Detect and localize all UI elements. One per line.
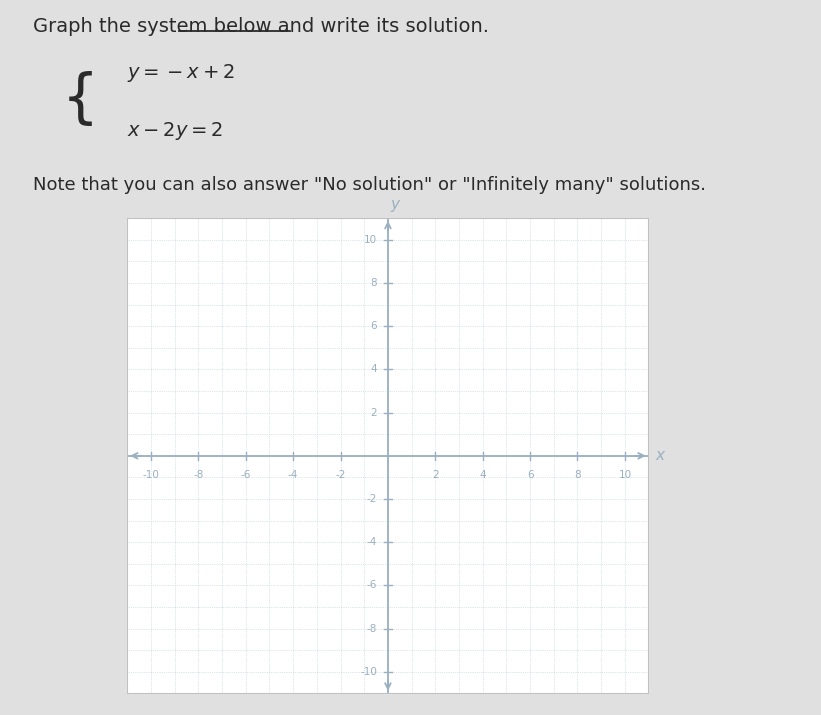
Text: 6: 6 xyxy=(527,470,534,480)
Text: 4: 4 xyxy=(479,470,486,480)
Text: {: { xyxy=(62,71,99,128)
Text: Note that you can also answer "No solution" or "Infinitely many" solutions.: Note that you can also answer "No soluti… xyxy=(33,176,706,194)
Text: 8: 8 xyxy=(370,278,378,288)
Text: -10: -10 xyxy=(360,667,378,677)
Text: -6: -6 xyxy=(367,581,378,591)
Text: 2: 2 xyxy=(432,470,438,480)
Text: -10: -10 xyxy=(143,470,159,480)
Text: 10: 10 xyxy=(618,470,631,480)
Text: 2: 2 xyxy=(370,408,378,418)
Text: 8: 8 xyxy=(574,470,580,480)
Text: -6: -6 xyxy=(241,470,251,480)
Text: y: y xyxy=(391,197,400,212)
Text: -2: -2 xyxy=(367,494,378,504)
Text: $x-2y=2$: $x-2y=2$ xyxy=(127,120,223,142)
Text: x: x xyxy=(656,448,665,463)
Text: -8: -8 xyxy=(193,470,204,480)
Text: -2: -2 xyxy=(335,470,346,480)
Text: -4: -4 xyxy=(367,537,378,547)
Text: Graph the system below and write its solution.: Graph the system below and write its sol… xyxy=(33,17,488,36)
Text: -8: -8 xyxy=(367,623,378,633)
Text: -4: -4 xyxy=(288,470,298,480)
Text: 4: 4 xyxy=(370,365,378,375)
Text: 10: 10 xyxy=(365,235,378,245)
Text: 6: 6 xyxy=(370,321,378,331)
Text: $y=-x+2$: $y=-x+2$ xyxy=(127,62,235,84)
